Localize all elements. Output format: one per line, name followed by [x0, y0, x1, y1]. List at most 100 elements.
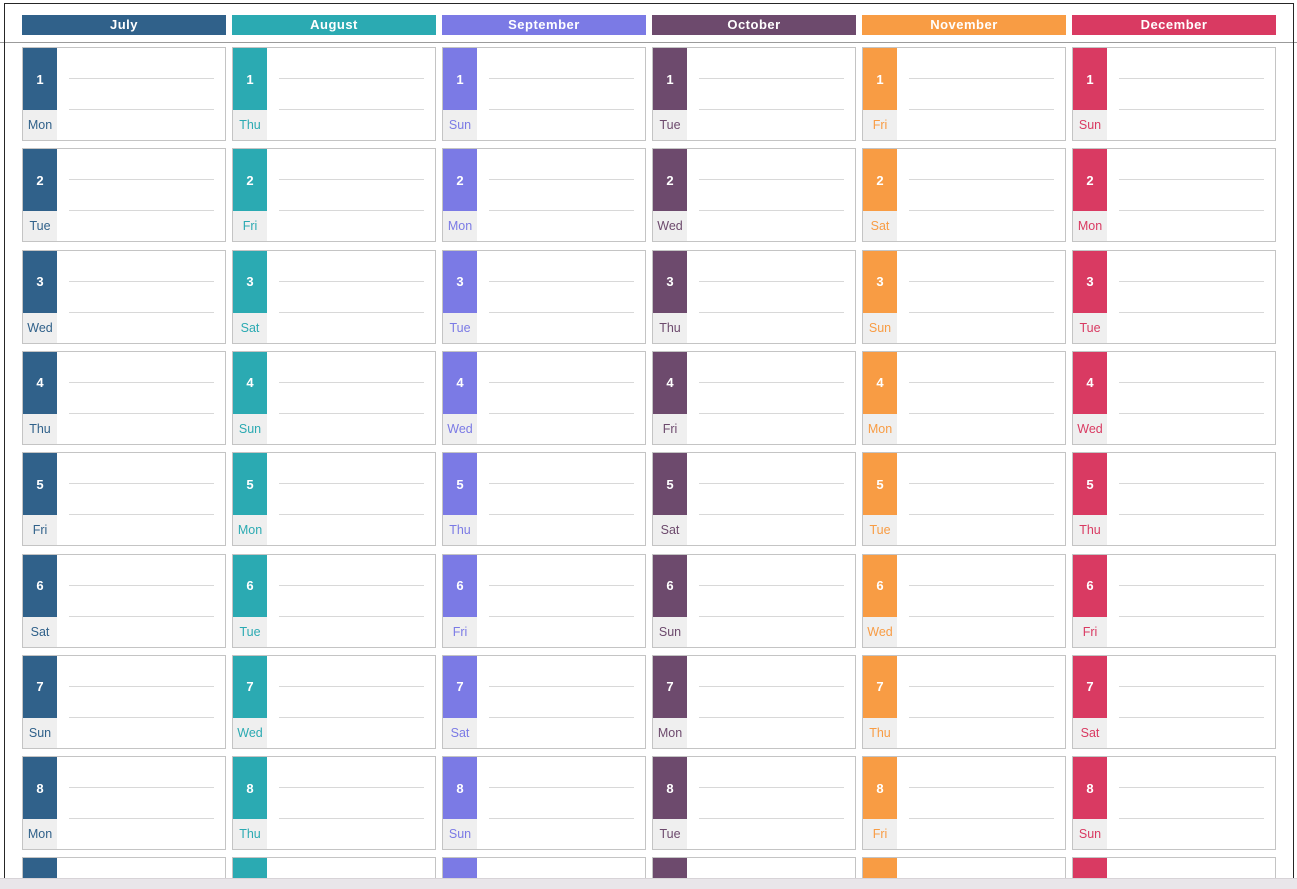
notes-area[interactable] [58, 48, 225, 140]
day-cell-july-1[interactable]: 1 Mon [22, 47, 226, 141]
day-cell-september-4[interactable]: 4 Wed [442, 350, 646, 445]
notes-area[interactable] [1108, 757, 1275, 849]
day-cell-september-7[interactable]: 7 Sat [442, 654, 646, 749]
day-cell-september-8[interactable]: 8 Sun [442, 756, 646, 851]
day-cell-july-8[interactable]: 8 Mon [22, 756, 226, 851]
notes-area[interactable] [58, 352, 225, 444]
notes-area[interactable] [478, 251, 645, 343]
notes-area[interactable] [898, 251, 1065, 343]
day-cell-november-6[interactable]: 6 Wed [862, 553, 1066, 648]
notes-area[interactable] [1108, 555, 1275, 647]
day-cell-october-4[interactable]: 4 Fri [652, 350, 856, 445]
day-cell-december-5[interactable]: 5 Thu [1072, 452, 1276, 547]
day-cell-december-3[interactable]: 3 Tue [1072, 249, 1276, 344]
day-cell-november-5[interactable]: 5 Tue [862, 452, 1066, 547]
notes-area[interactable] [1108, 149, 1275, 241]
day-cell-september-6[interactable]: 6 Fri [442, 553, 646, 648]
day-cell-july-5[interactable]: 5 Fri [22, 452, 226, 547]
notes-area[interactable] [478, 48, 645, 140]
notes-area[interactable] [478, 149, 645, 241]
day-cell-august-8[interactable]: 8 Thu [232, 756, 436, 851]
notes-area[interactable] [58, 453, 225, 545]
notes-area[interactable] [898, 656, 1065, 748]
notes-area[interactable] [688, 453, 855, 545]
day-number: 5 [456, 476, 464, 492]
notes-area[interactable] [478, 757, 645, 849]
notes-area[interactable] [478, 453, 645, 545]
notes-area[interactable] [688, 48, 855, 140]
day-cell-october-7[interactable]: 7 Mon [652, 654, 856, 749]
day-cell-october-2[interactable]: 2 Wed [652, 148, 856, 243]
day-cell-november-2[interactable]: 2 Sat [862, 148, 1066, 243]
notes-area[interactable] [688, 555, 855, 647]
notes-area[interactable] [688, 352, 855, 444]
notes-area[interactable] [58, 555, 225, 647]
day-cell-august-4[interactable]: 4 Sun [232, 350, 436, 445]
notes-area[interactable] [58, 656, 225, 748]
day-cell-november-8[interactable]: 8 Fri [862, 756, 1066, 851]
day-cell-december-1[interactable]: 1 Sun [1072, 47, 1276, 141]
day-cell-october-3[interactable]: 3 Thu [652, 249, 856, 344]
day-cell-october-5[interactable]: 5 Sat [652, 452, 856, 547]
notes-area[interactable] [898, 352, 1065, 444]
day-cell-december-4[interactable]: 4 Wed [1072, 350, 1276, 445]
notes-area[interactable] [898, 453, 1065, 545]
notes-area[interactable] [268, 352, 435, 444]
day-cell-august-6[interactable]: 6 Tue [232, 553, 436, 648]
day-cell-december-7[interactable]: 7 Sat [1072, 654, 1276, 749]
day-cell-december-6[interactable]: 6 Fri [1072, 553, 1276, 648]
day-cell-august-5[interactable]: 5 Mon [232, 452, 436, 547]
notes-area[interactable] [898, 149, 1065, 241]
day-cell-november-4[interactable]: 4 Mon [862, 350, 1066, 445]
horizontal-scrollbar[interactable] [0, 878, 1297, 889]
notes-area[interactable] [478, 352, 645, 444]
notes-area[interactable] [268, 149, 435, 241]
notes-area[interactable] [58, 149, 225, 241]
day-cell-october-8[interactable]: 8 Tue [652, 756, 856, 851]
day-cell-july-2[interactable]: 2 Tue [22, 148, 226, 243]
day-cell-august-7[interactable]: 7 Wed [232, 654, 436, 749]
notes-area[interactable] [268, 48, 435, 140]
notes-area[interactable] [268, 555, 435, 647]
notes-area[interactable] [478, 656, 645, 748]
day-cell-october-1[interactable]: 1 Tue [652, 47, 856, 141]
notes-area[interactable] [268, 757, 435, 849]
notes-area[interactable] [688, 757, 855, 849]
note-ruled-line [279, 109, 424, 110]
notes-area[interactable] [268, 251, 435, 343]
day-cell-december-2[interactable]: 2 Mon [1072, 148, 1276, 243]
day-cell-september-2[interactable]: 2 Mon [442, 148, 646, 243]
day-cell-november-1[interactable]: 1 Fri [862, 47, 1066, 141]
notes-area[interactable] [1108, 453, 1275, 545]
day-cell-august-3[interactable]: 3 Sat [232, 249, 436, 344]
day-cell-july-6[interactable]: 6 Sat [22, 553, 226, 648]
notes-area[interactable] [1108, 48, 1275, 140]
notes-area[interactable] [58, 757, 225, 849]
day-cell-july-4[interactable]: 4 Thu [22, 350, 226, 445]
notes-area[interactable] [898, 48, 1065, 140]
day-cell-september-3[interactable]: 3 Tue [442, 249, 646, 344]
notes-area[interactable] [898, 555, 1065, 647]
day-cell-august-1[interactable]: 1 Thu [232, 47, 436, 141]
notes-area[interactable] [268, 656, 435, 748]
notes-area[interactable] [688, 149, 855, 241]
day-cell-december-8[interactable]: 8 Sun [1072, 756, 1276, 851]
notes-area[interactable] [688, 251, 855, 343]
notes-area[interactable] [1108, 352, 1275, 444]
notes-area[interactable] [898, 757, 1065, 849]
notes-area[interactable] [1108, 656, 1275, 748]
notes-area[interactable] [1108, 251, 1275, 343]
notes-area[interactable] [268, 453, 435, 545]
day-number: 8 [36, 780, 44, 796]
day-cell-november-3[interactable]: 3 Sun [862, 249, 1066, 344]
notes-area[interactable] [58, 251, 225, 343]
day-cell-september-5[interactable]: 5 Thu [442, 452, 646, 547]
day-cell-july-3[interactable]: 3 Wed [22, 249, 226, 344]
day-cell-september-1[interactable]: 1 Sun [442, 47, 646, 141]
day-cell-november-7[interactable]: 7 Thu [862, 654, 1066, 749]
day-cell-october-6[interactable]: 6 Sun [652, 553, 856, 648]
day-cell-july-7[interactable]: 7 Sun [22, 654, 226, 749]
notes-area[interactable] [688, 656, 855, 748]
notes-area[interactable] [478, 555, 645, 647]
day-cell-august-2[interactable]: 2 Fri [232, 148, 436, 243]
